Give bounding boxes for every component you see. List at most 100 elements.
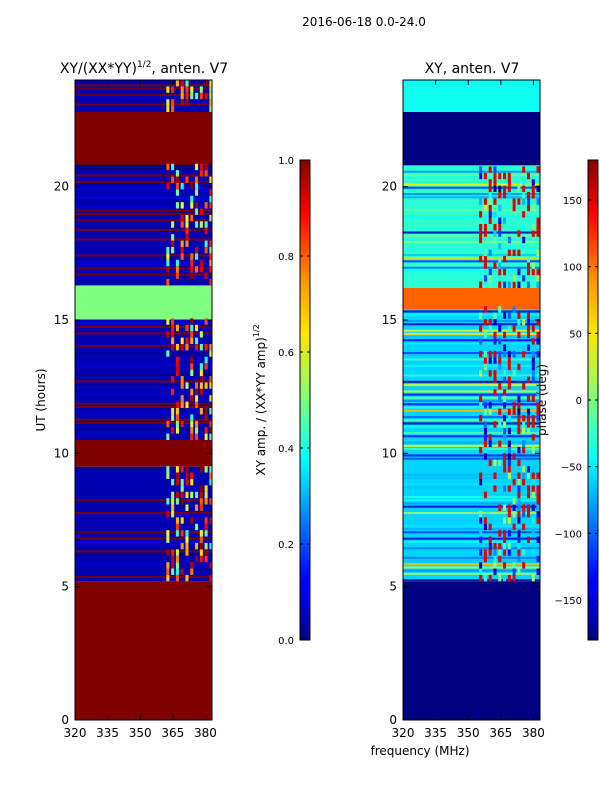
left-cell xyxy=(199,266,203,273)
left-cell xyxy=(195,427,199,434)
left-stripe xyxy=(75,87,212,90)
right-cell xyxy=(512,281,516,288)
left-cell xyxy=(175,414,179,421)
right-cell xyxy=(526,268,530,276)
left-cell xyxy=(171,318,175,325)
right-cell xyxy=(503,312,507,319)
right-cell xyxy=(526,485,530,492)
left-cell xyxy=(175,189,179,196)
right-cell xyxy=(512,198,516,205)
left-xtick-label: 365 xyxy=(161,726,184,740)
right-cell xyxy=(483,318,487,326)
left-cell xyxy=(185,337,189,344)
right-cell xyxy=(531,179,535,186)
right-cell xyxy=(488,268,492,276)
right-cell xyxy=(507,376,511,383)
right-heatmap xyxy=(403,80,540,720)
right-cell xyxy=(488,179,492,186)
left-cell xyxy=(166,510,170,518)
right-cell xyxy=(479,472,483,479)
left-cell xyxy=(209,517,212,524)
right-cell xyxy=(493,555,497,563)
right-cell xyxy=(536,230,540,237)
right-cell xyxy=(526,536,530,543)
right-cell xyxy=(488,185,492,192)
right-cell xyxy=(503,331,507,339)
left-stripe xyxy=(75,380,212,383)
left-cell xyxy=(171,555,175,563)
right-cell xyxy=(517,363,521,371)
right-stripe xyxy=(403,422,540,425)
left-cell xyxy=(190,259,194,267)
right-cell xyxy=(503,395,507,403)
left-cell xyxy=(204,427,208,434)
right-cell xyxy=(522,318,526,326)
right-cell xyxy=(493,370,497,377)
right-cell xyxy=(526,395,530,403)
right-cell xyxy=(507,312,511,319)
right-cell xyxy=(488,536,492,543)
right-cell xyxy=(536,350,540,358)
left-cell xyxy=(180,246,184,254)
left-stripe xyxy=(75,544,212,547)
left-cell xyxy=(195,555,199,563)
right-cell xyxy=(526,510,530,518)
right-cell xyxy=(493,166,497,173)
left-cell xyxy=(199,408,203,415)
right-panel-title: XY, anten. V7 xyxy=(425,61,520,77)
left-cell xyxy=(175,530,179,537)
left-cell xyxy=(209,266,212,273)
right-stripe xyxy=(403,390,540,393)
right-stripe xyxy=(403,569,540,572)
right-cell xyxy=(488,402,492,409)
right-stripe xyxy=(403,234,540,237)
right-cell xyxy=(531,472,535,479)
right-cell xyxy=(536,331,540,339)
left-cell xyxy=(175,427,179,434)
left-cell xyxy=(180,491,184,499)
left-cell xyxy=(190,491,194,499)
left-cell xyxy=(180,86,184,93)
right-cell xyxy=(512,325,516,332)
right-cell xyxy=(507,249,511,256)
right-cell xyxy=(498,243,502,250)
left-cell xyxy=(209,466,212,473)
left-cell xyxy=(195,504,199,511)
left-cell xyxy=(175,182,179,190)
left-cell xyxy=(209,350,212,357)
right-cell xyxy=(517,472,521,479)
right-stripe xyxy=(403,170,540,173)
right-cell xyxy=(483,434,487,441)
right-cell xyxy=(531,485,535,492)
left-cell xyxy=(204,246,208,254)
left-cell xyxy=(209,86,212,93)
left-cell xyxy=(209,189,212,196)
left-cell xyxy=(171,99,175,106)
right-cell xyxy=(517,427,521,435)
left-stripe xyxy=(75,84,212,87)
right-cell xyxy=(512,275,516,282)
right-cell xyxy=(483,523,487,531)
right-cell xyxy=(517,331,521,339)
right-cell xyxy=(488,249,492,256)
left-stripe xyxy=(75,322,212,325)
right-cell xyxy=(479,217,483,224)
right-cell xyxy=(483,243,487,250)
right-cell xyxy=(493,357,497,364)
right-cell xyxy=(531,549,535,556)
right-cell xyxy=(526,421,530,428)
left-cell xyxy=(204,363,208,370)
left-stripe xyxy=(75,537,212,540)
left-cell xyxy=(195,253,199,260)
left-cell xyxy=(204,318,208,325)
left-cell xyxy=(199,344,203,351)
left-cell xyxy=(171,498,175,505)
right-cell xyxy=(512,249,516,256)
right-cell xyxy=(526,491,530,499)
right-stripe xyxy=(403,247,540,250)
right-cell xyxy=(493,198,497,205)
right-cell xyxy=(512,204,516,212)
left-cell xyxy=(190,427,194,434)
left-cell xyxy=(195,189,199,196)
left-stripe xyxy=(75,222,212,225)
